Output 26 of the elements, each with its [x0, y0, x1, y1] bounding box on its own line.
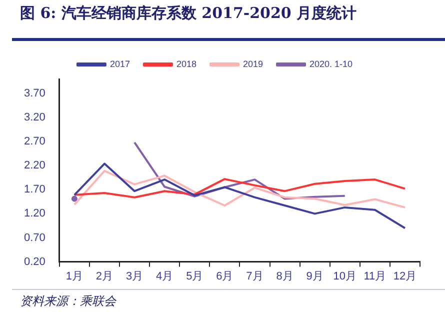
text: 资料来源：乘联会 [20, 293, 116, 310]
legend-label: 2018 [176, 58, 197, 69]
y-tick-label: 3.70 [24, 87, 46, 100]
y-tick-label: 3.20 [24, 112, 46, 124]
x-tick-label: 10月 [333, 270, 356, 282]
x-tick-label: 6月 [216, 270, 234, 282]
legend-label: 2017 [110, 58, 130, 69]
legend-label: 2019 [242, 58, 264, 69]
chart-title: 图 6: 汽车经销商库存系数 2017-2020 月度统计 [20, 4, 357, 23]
x-tick-label: 4月 [156, 270, 174, 282]
y-tick-label: 2.70 [24, 136, 46, 148]
x-tick-label: 1月 [66, 270, 83, 282]
x-tick-label: 9月 [306, 270, 324, 282]
x-tick-label: 11月 [364, 270, 386, 282]
x-tick-label: 12月 [393, 270, 417, 282]
legend-label: 2020. 1-10 [310, 58, 353, 69]
x-tick-label: 2月 [96, 270, 114, 282]
x-tick-label: 8月 [276, 270, 294, 282]
x-tick-label: 7月 [246, 270, 264, 282]
y-tick-label: 1.20 [24, 208, 46, 220]
y-tick-label: 2.20 [24, 160, 46, 172]
x-tick-label: 3月 [126, 270, 144, 282]
y-tick-label: 0.70 [24, 232, 46, 244]
x-tick-label: 5月 [186, 270, 204, 282]
y-tick-label: 1.70 [24, 184, 46, 196]
y-tick-label: 0.20 [24, 256, 46, 268]
